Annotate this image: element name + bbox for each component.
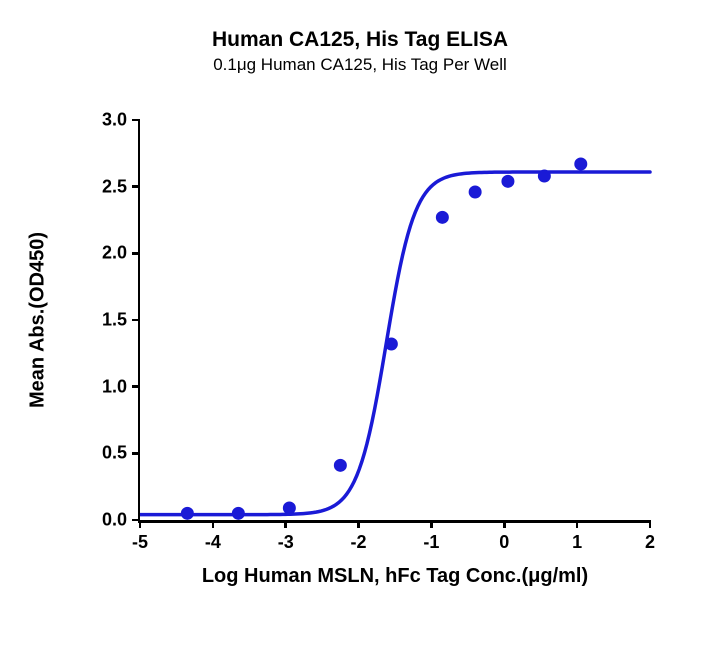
y-tick (132, 385, 140, 388)
y-tick (132, 119, 140, 122)
y-tick-label: 0.5 (87, 443, 127, 464)
x-tick (212, 520, 215, 528)
y-tick-label: 1.5 (87, 310, 127, 331)
data-point (232, 507, 244, 519)
data-point (575, 158, 587, 170)
x-tick (284, 520, 287, 528)
y-axis (138, 120, 141, 523)
x-tick-label: 1 (572, 532, 582, 553)
data-point (502, 175, 514, 187)
y-tick-label: 0.0 (87, 510, 127, 531)
x-tick-label: -2 (351, 532, 367, 553)
x-tick (649, 520, 652, 528)
data-point (385, 338, 397, 350)
data-point (283, 502, 295, 514)
y-tick (132, 319, 140, 322)
y-tick (132, 452, 140, 455)
x-tick (576, 520, 579, 528)
y-tick-label: 1.0 (87, 376, 127, 397)
chart-container: Human CA125, His Tag ELISA 0.1μg Human C… (0, 0, 720, 647)
y-tick (132, 519, 140, 522)
y-tick-label: 3.0 (87, 110, 127, 131)
y-tick-label: 2.5 (87, 176, 127, 197)
x-tick-label: -4 (205, 532, 221, 553)
x-axis (140, 520, 650, 523)
x-tick-label: -3 (278, 532, 294, 553)
data-point (436, 211, 448, 223)
x-tick (357, 520, 360, 528)
data-point (334, 459, 346, 471)
data-point (181, 507, 193, 519)
data-point (538, 170, 550, 182)
y-tick-label: 2.0 (87, 243, 127, 264)
x-tick-label: 2 (645, 532, 655, 553)
y-tick (132, 252, 140, 255)
x-tick-label: -5 (132, 532, 148, 553)
x-tick-label: 0 (499, 532, 509, 553)
data-point (469, 186, 481, 198)
x-tick (430, 520, 433, 528)
x-tick-label: -1 (423, 532, 439, 553)
y-tick (132, 185, 140, 188)
x-tick (503, 520, 506, 528)
